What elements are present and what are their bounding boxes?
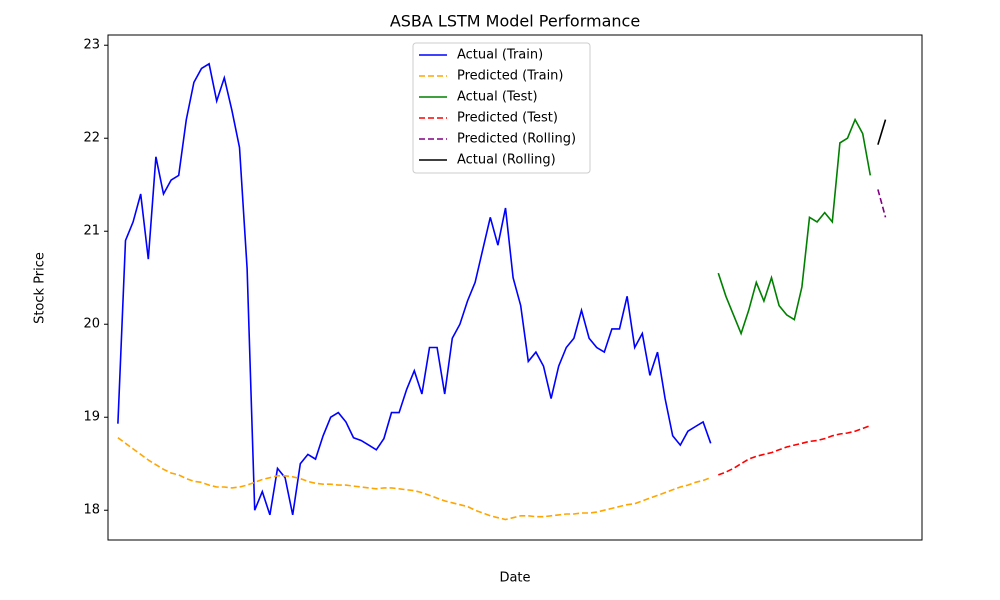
series-line xyxy=(117,62,712,516)
y-tick-label: 20 xyxy=(83,317,100,332)
series-line xyxy=(117,437,711,521)
plot-frame xyxy=(107,34,923,541)
legend: Actual (Train) Predicted (Train) Actual (T… xyxy=(412,42,591,174)
series-line xyxy=(717,117,872,336)
y-axis-label: Stock Price xyxy=(33,252,48,324)
legend-label: Predicted (Train) xyxy=(457,69,564,84)
legend-label: Predicted (Test) xyxy=(457,111,558,126)
legend-label: Actual (Rolling) xyxy=(457,153,556,168)
legend-box xyxy=(412,42,591,174)
chart-title: ASBA LSTM Model Performance xyxy=(390,12,640,31)
legend-label: Actual (Test) xyxy=(457,90,538,105)
y-tick-label: 19 xyxy=(83,410,100,425)
x-axis-label: Date xyxy=(499,571,530,586)
series-line xyxy=(877,189,887,218)
lines xyxy=(117,62,887,521)
series-line xyxy=(718,424,871,476)
legend-label: Actual (Train) xyxy=(457,48,543,63)
y-tick-label: 23 xyxy=(83,38,100,53)
y-tick-label: 18 xyxy=(83,503,100,518)
y-tick-label: 22 xyxy=(83,131,100,146)
y-tick-label: 21 xyxy=(83,224,100,239)
legend-label: Predicted (Rolling) xyxy=(457,132,576,147)
series-line xyxy=(877,119,887,145)
